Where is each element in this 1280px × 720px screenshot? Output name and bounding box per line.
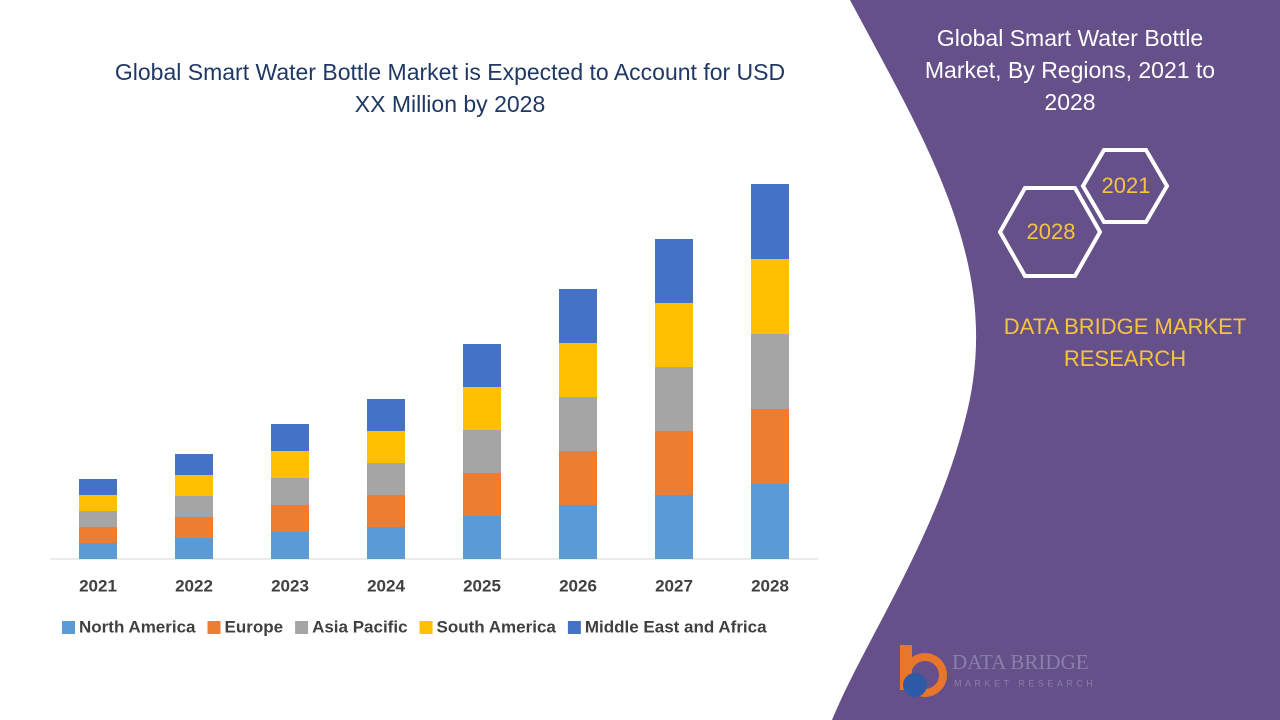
bar-segment: [271, 478, 309, 505]
bar-segment: [655, 431, 693, 495]
bar-segment: [559, 343, 597, 397]
x-tick-label: 2028: [751, 576, 789, 595]
side-title: Global Smart Water Bottle Market, By Reg…: [924, 25, 1216, 115]
x-tick-label: 2021: [79, 576, 117, 595]
logo-shape: [903, 673, 927, 697]
legend-swatch: [567, 621, 581, 634]
side-panel: [832, 0, 1280, 720]
bar-segment: [559, 451, 597, 505]
legend-label: Europe: [225, 617, 284, 636]
bar-segment: [559, 505, 597, 559]
bar-segment: [655, 303, 693, 367]
bar-segment: [175, 475, 213, 496]
logo-shape: [903, 653, 947, 697]
hexagon-label: 2021: [1102, 173, 1151, 198]
x-tick-label: 2023: [271, 576, 309, 595]
bar-segment: [463, 473, 501, 516]
hexagon: [1080, 148, 1170, 224]
legend-label: South America: [437, 617, 557, 636]
legend-label: Middle East and Africa: [585, 617, 767, 636]
bar-segment: [367, 527, 405, 559]
bar-segment: [271, 505, 309, 532]
bar-segment: [655, 367, 693, 431]
bar-segment: [175, 517, 213, 538]
bar-segment: [463, 387, 501, 430]
x-tick-label: 2024: [367, 576, 405, 595]
bar-segment: [175, 538, 213, 559]
bar-segment: [271, 532, 309, 559]
legend-swatch: [207, 621, 221, 634]
x-tick-label: 2027: [655, 576, 693, 595]
hexagon: [997, 186, 1103, 278]
bar-segment: [463, 430, 501, 473]
bar-segment: [79, 479, 117, 495]
hexagon-label: 2028: [1027, 219, 1076, 244]
x-tick-label: 2022: [175, 576, 213, 595]
bar-segment: [463, 516, 501, 559]
chart: 2021 2022 2023 2024 2025 2026 2027 2028 North Am…: [50, 184, 818, 636]
bar-segment: [175, 496, 213, 517]
legend-label: North America: [79, 617, 196, 636]
bar-segment: [559, 397, 597, 451]
bar-segment: [751, 484, 789, 559]
bar-segment: [463, 344, 501, 387]
bar-segment: [367, 495, 405, 527]
bar-segment: [655, 239, 693, 303]
bar-segment: [271, 451, 309, 478]
bar-segment: [79, 511, 117, 527]
brand: DATA BRIDGE MARKET RESEARCH: [1003, 314, 1247, 371]
bar-segment: [175, 454, 213, 475]
x-tick-label: 2026: [559, 576, 597, 595]
bar-segment: [559, 289, 597, 343]
logo: DATA BRIDGE MARKET RESEARCH: [900, 645, 1096, 697]
bar-segment: [271, 424, 309, 451]
bar-segment: [751, 334, 789, 409]
bar-segment: [79, 527, 117, 543]
legend-label: Asia Pacific: [312, 617, 407, 636]
bar-segment: [751, 259, 789, 334]
bar-segment: [655, 495, 693, 559]
legend-swatch: [419, 621, 433, 634]
bar-segment: [79, 543, 117, 559]
logo-name: DATA BRIDGE: [952, 650, 1089, 674]
x-tick-label: 2025: [463, 576, 501, 595]
bar-segment: [367, 463, 405, 495]
bar-segment: [751, 184, 789, 259]
chart-title: Global Smart Water Bottle Market is Expe…: [114, 59, 786, 117]
legend-swatch: [295, 621, 309, 634]
legend-swatch: [62, 621, 75, 634]
logo-tagline: MARKET RESEARCH: [954, 678, 1096, 688]
bar-segment: [751, 409, 789, 484]
bar-segment: [79, 495, 117, 511]
bar-segment: [367, 399, 405, 431]
bar-segment: [367, 431, 405, 463]
